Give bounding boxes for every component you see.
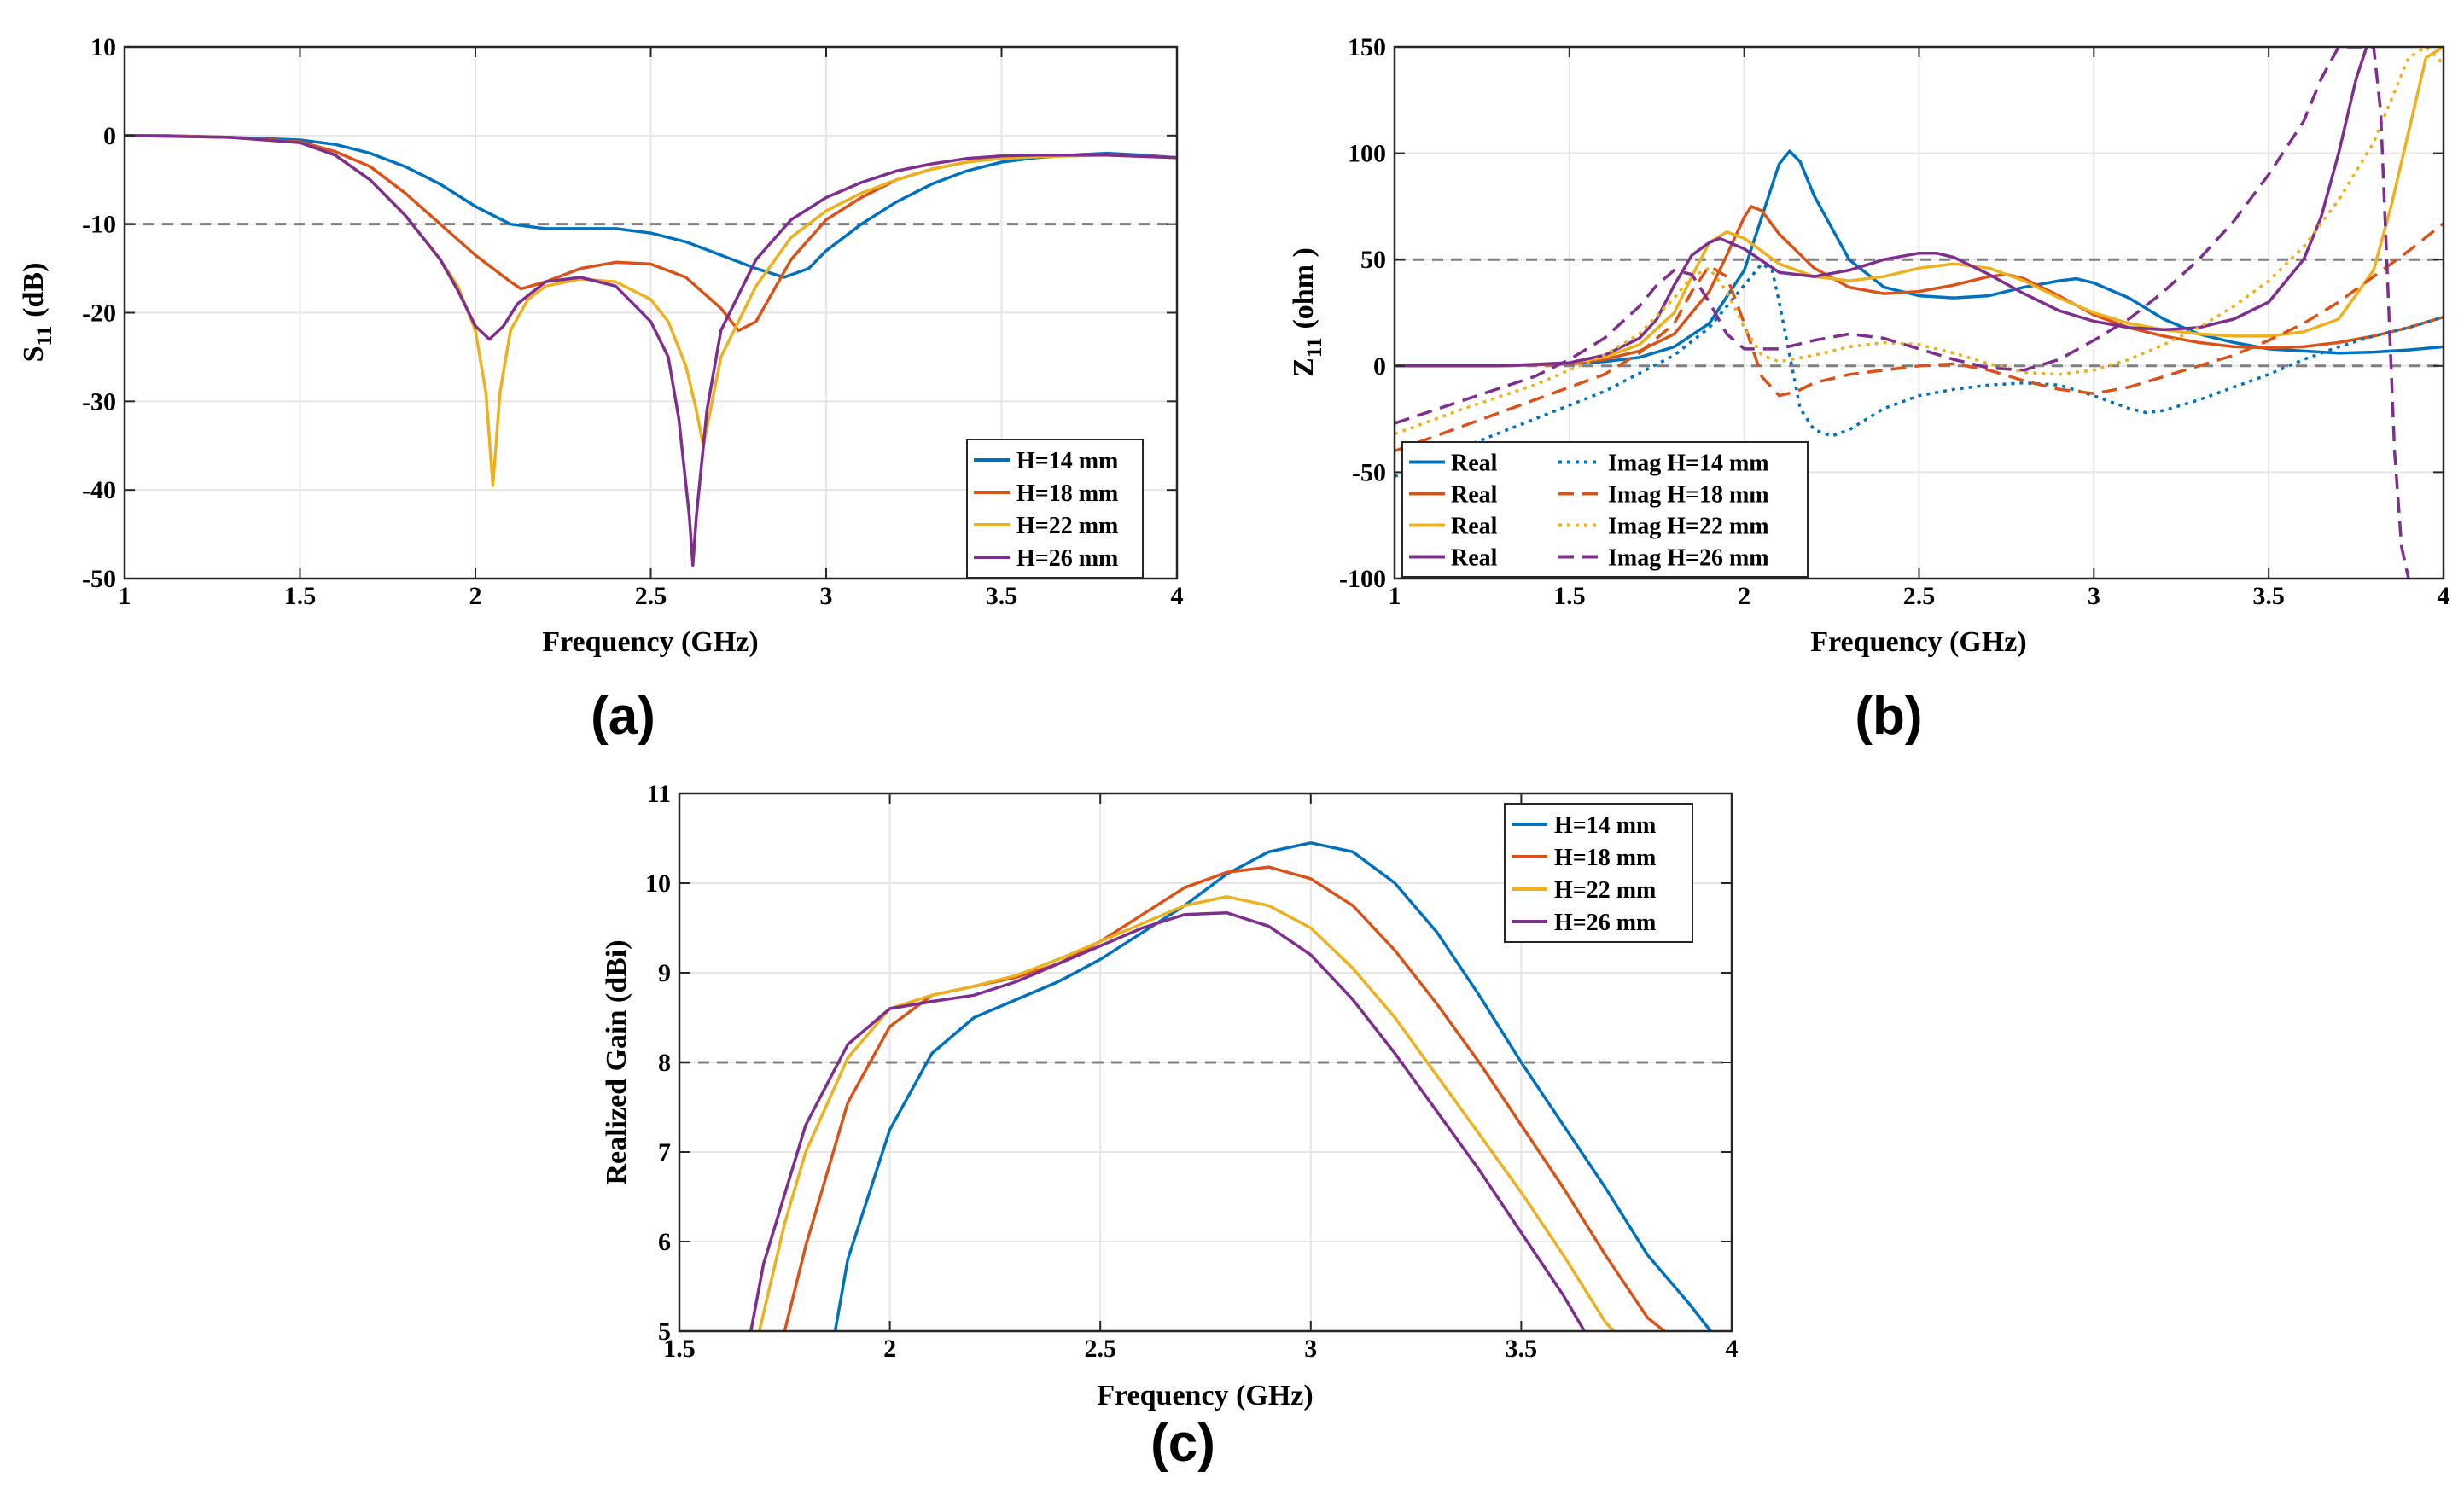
series-line bbox=[783, 865, 1666, 1331]
legend-label: H=18 mm bbox=[1554, 845, 1656, 871]
panel-b-z11-chart: 1 1.5 2 2.5 3 3.5 4 -100 -50 0 50 100 150 Frequency … bbox=[1288, 33, 2450, 746]
y-tick-label: 10 bbox=[645, 870, 671, 898]
panel-a-s11-chart: 1 1.5 2 2.5 3 3.5 4 -50 -40 -30 -20 -10 0 10 Frequenc… bbox=[18, 33, 1184, 746]
legend-label: H=18 mm bbox=[1016, 480, 1118, 507]
panel-b-ticks: 1 1.5 2 2.5 3 3.5 4 -100 -50 0 50 100 150 bbox=[1339, 33, 2450, 610]
panel-b-x-axis-label: Frequency (GHz) bbox=[1810, 626, 2026, 658]
y-tick-label: 8 bbox=[658, 1049, 671, 1077]
series-line bbox=[1395, 262, 2444, 479]
series-line bbox=[1395, 47, 2444, 436]
panel-b-legend: Real Imag H=14 mm Real Imag H=18 mm Real Imag… bbox=[1401, 441, 1809, 578]
series-line bbox=[833, 841, 1713, 1331]
x-tick-label: 1 bbox=[119, 582, 131, 610]
series-line bbox=[125, 134, 1177, 567]
series-line bbox=[757, 895, 1616, 1331]
panel-c-gain-chart: 1.5 2 2.5 3 3.5 4 5 6 7 8 9 10 11 Frequency (GHz) Re… bbox=[601, 780, 1739, 1473]
y-tick-label: -40 bbox=[82, 476, 116, 504]
legend-label-real: Real bbox=[1451, 545, 1498, 572]
panel-a-ticks: 1 1.5 2 2.5 3 3.5 4 -50 -40 -30 -20 -10 0 10 bbox=[82, 33, 1184, 610]
panel-c-series bbox=[749, 841, 1713, 1331]
series-line bbox=[1395, 222, 2444, 453]
x-tick-label: 2 bbox=[883, 1335, 896, 1363]
legend-box bbox=[1401, 441, 1809, 578]
series-line bbox=[1395, 47, 2368, 368]
legend-box bbox=[966, 439, 1144, 579]
x-tick-label: 4 bbox=[1726, 1335, 1739, 1363]
panel-a-y-label-unit: (dB) bbox=[18, 263, 50, 317]
x-tick-label: 2.5 bbox=[1084, 1335, 1116, 1363]
legend-label: H=22 mm bbox=[1016, 513, 1118, 539]
panel-a-series bbox=[125, 134, 1177, 567]
x-tick-label: 3.5 bbox=[2252, 582, 2285, 610]
x-tick-label: 1.5 bbox=[284, 582, 317, 610]
legend-label: H=14 mm bbox=[1016, 448, 1118, 474]
y-tick-label: 9 bbox=[658, 959, 671, 987]
series-line bbox=[125, 134, 1177, 279]
y-tick-label: 0 bbox=[103, 122, 116, 150]
panel-b-y-label-main: Z bbox=[1288, 358, 1319, 377]
panel-c-ticks: 1.5 2 2.5 3 3.5 4 5 6 7 8 9 10 11 bbox=[645, 780, 1739, 1363]
y-tick-label: -50 bbox=[82, 565, 116, 593]
x-tick-label: 1.5 bbox=[1553, 582, 1586, 610]
legend-label: H=26 mm bbox=[1016, 545, 1118, 572]
legend-label-real: Real bbox=[1451, 451, 1498, 477]
y-tick-label: 100 bbox=[1348, 140, 1386, 168]
y-tick-label: 50 bbox=[1360, 246, 1386, 274]
y-tick-label: 150 bbox=[1348, 33, 1386, 61]
y-tick-label: 10 bbox=[90, 33, 116, 61]
panel-c-y-axis-label: Realized Gain (dBi) bbox=[601, 939, 632, 1184]
panel-a-x-axis-label: Frequency (GHz) bbox=[542, 626, 758, 658]
panel-b-y-label-unit: (ohm ) bbox=[1288, 247, 1319, 329]
y-tick-label: 5 bbox=[658, 1318, 671, 1346]
panel-b-caption: (b) bbox=[1855, 687, 1922, 746]
legend-label-real: Real bbox=[1451, 482, 1498, 509]
y-tick-label: 11 bbox=[647, 780, 671, 808]
legend-label-imag: Imag H=22 mm bbox=[1608, 514, 1769, 540]
panel-b-y-axis-label: Z11 (ohm ) bbox=[1288, 247, 1326, 377]
panel-c-legend: H=14 mm H=18 mm H=22 mm H=26 mm bbox=[1504, 803, 1693, 943]
y-tick-label: -10 bbox=[82, 211, 116, 239]
legend-box bbox=[1504, 803, 1693, 943]
legend-label: H=26 mm bbox=[1554, 910, 1656, 936]
x-tick-label: 3 bbox=[820, 582, 833, 610]
x-tick-label: 1 bbox=[1389, 582, 1401, 610]
legend-label-imag: Imag H=18 mm bbox=[1608, 482, 1769, 509]
x-tick-label: 4 bbox=[1171, 582, 1184, 610]
y-tick-label: 7 bbox=[658, 1138, 671, 1166]
x-tick-label: 3.5 bbox=[986, 582, 1018, 610]
x-tick-label: 3 bbox=[1304, 1335, 1317, 1363]
panel-a-y-label-main: S bbox=[18, 346, 50, 362]
legend-label: H=14 mm bbox=[1554, 812, 1656, 839]
y-tick-label: 6 bbox=[658, 1228, 671, 1256]
x-tick-label: 1.5 bbox=[663, 1335, 696, 1363]
x-tick-label: 3 bbox=[2088, 582, 2100, 610]
x-tick-label: 3.5 bbox=[1506, 1335, 1538, 1363]
y-tick-label: -100 bbox=[1339, 565, 1386, 593]
legend-label-imag: Imag H=26 mm bbox=[1608, 545, 1769, 572]
y-tick-label: -20 bbox=[82, 300, 116, 328]
panel-c-caption: (c) bbox=[1150, 1414, 1215, 1473]
x-tick-label: 2.5 bbox=[1903, 582, 1936, 610]
x-tick-label: 2.5 bbox=[635, 582, 667, 610]
y-tick-label: -50 bbox=[1352, 458, 1386, 486]
series-line bbox=[1395, 205, 2444, 368]
legend-label: H=22 mm bbox=[1554, 877, 1656, 904]
panel-a-y-axis-label: S11 (dB) bbox=[18, 263, 56, 363]
panel-a-legend: H=14 mm H=18 mm H=22 mm H=26 mm bbox=[966, 439, 1144, 579]
y-tick-label: -30 bbox=[82, 387, 116, 416]
panel-b-reference-lines bbox=[1395, 258, 2444, 368]
legend-label-imag: Imag H=14 mm bbox=[1608, 451, 1769, 477]
series-line bbox=[749, 910, 1587, 1331]
x-tick-label: 2 bbox=[469, 582, 482, 610]
legend-label-real: Real bbox=[1451, 514, 1498, 540]
panel-b-y-label-sub: 11 bbox=[1303, 338, 1326, 358]
x-tick-label: 2 bbox=[1738, 582, 1750, 610]
x-tick-label: 4 bbox=[2438, 582, 2450, 610]
panel-a-y-label-sub: 11 bbox=[33, 326, 56, 346]
y-tick-label: 0 bbox=[1373, 352, 1386, 381]
panel-a-caption: (a) bbox=[591, 687, 655, 746]
panel-b-series bbox=[1395, 47, 2444, 579]
panel-c-x-axis-label: Frequency (GHz) bbox=[1097, 1380, 1313, 1411]
